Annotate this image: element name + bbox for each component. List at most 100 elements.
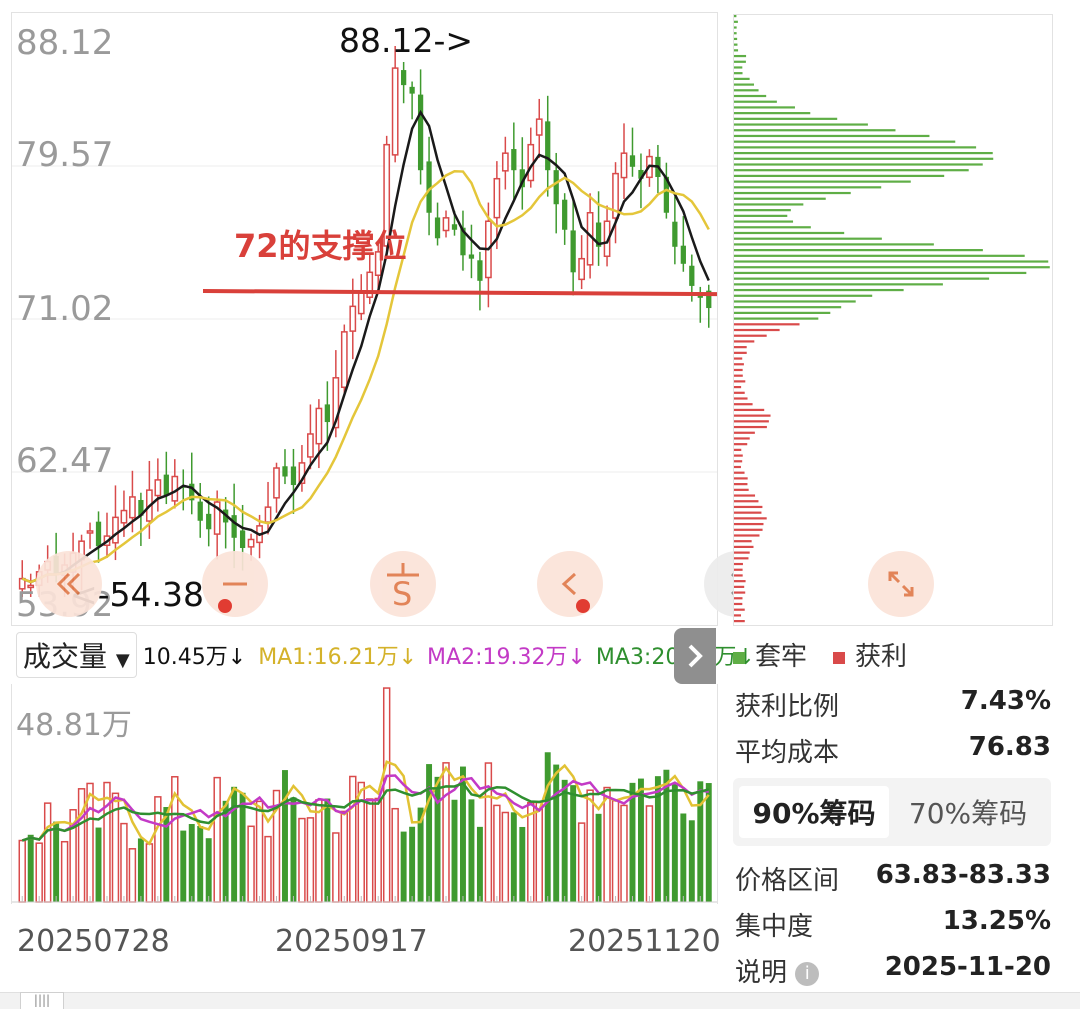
prev-button[interactable] bbox=[537, 551, 603, 617]
candle bbox=[595, 222, 602, 247]
indicator-selector[interactable]: 成交量 ▼ bbox=[16, 632, 137, 678]
chip-bar bbox=[734, 620, 745, 623]
chip-bar bbox=[734, 420, 769, 423]
volume-ma2-line bbox=[21, 774, 709, 842]
chip-bar bbox=[734, 77, 750, 80]
kline-chart-panel[interactable]: 88.12 79.57 71.02 62.47 53.92 88.12-> <-… bbox=[11, 12, 770, 626]
volume-bar bbox=[27, 834, 34, 902]
chip-bar bbox=[734, 243, 934, 246]
expand-indicator-button[interactable] bbox=[674, 628, 716, 684]
volume-ma3-line bbox=[21, 781, 710, 842]
candle bbox=[477, 260, 483, 281]
dropdown-triangle-icon: ▼ bbox=[115, 650, 130, 671]
chip-bar bbox=[734, 368, 743, 372]
candle bbox=[86, 530, 94, 534]
volume-bar bbox=[53, 821, 60, 902]
stat-concentration: 集中度 13.25% bbox=[735, 906, 1051, 943]
price-label-4: 62.47 bbox=[16, 441, 114, 481]
volume-ma2: MA2:19.32万↓ bbox=[427, 645, 586, 670]
stat-value: 76.83 bbox=[968, 732, 1051, 762]
candle bbox=[697, 295, 703, 298]
ma-line-short bbox=[21, 109, 710, 584]
chip-bar bbox=[734, 477, 748, 480]
fullscreen-button[interactable] bbox=[868, 551, 934, 617]
candle bbox=[206, 513, 212, 530]
volume-chart[interactable] bbox=[12, 684, 717, 904]
chip-bar bbox=[734, 191, 851, 195]
volume-bar bbox=[374, 797, 382, 903]
candle bbox=[672, 221, 678, 247]
chip-bar bbox=[734, 414, 771, 417]
chip-bar bbox=[734, 226, 811, 229]
tab-70-percent[interactable]: 70%筹码 bbox=[908, 797, 1028, 830]
chip-bar bbox=[734, 500, 759, 503]
volume-bar bbox=[603, 786, 611, 903]
volume-bar bbox=[128, 848, 137, 903]
volume-bar bbox=[527, 801, 535, 903]
legend-trapped: 套牢 bbox=[733, 636, 807, 673]
chip-bar bbox=[734, 237, 882, 240]
chip-bar bbox=[734, 494, 756, 497]
chip-bar bbox=[734, 340, 755, 343]
candle bbox=[357, 291, 365, 315]
volume-bar bbox=[484, 762, 493, 903]
candle bbox=[231, 515, 237, 538]
volume-bar bbox=[103, 781, 111, 903]
volume-bar bbox=[663, 769, 670, 902]
volume-bar bbox=[468, 799, 475, 902]
volume-bar bbox=[654, 776, 661, 902]
candle bbox=[460, 227, 466, 256]
volume-bar bbox=[688, 820, 695, 902]
volume-chart-panel[interactable]: 48.81万 bbox=[11, 684, 718, 904]
volume-bar bbox=[180, 830, 187, 902]
chip-bar bbox=[734, 597, 743, 600]
volume-bar bbox=[434, 776, 441, 902]
chip-bar bbox=[734, 72, 743, 75]
volume-bar bbox=[611, 799, 620, 903]
candle bbox=[366, 271, 374, 298]
chip-bar bbox=[734, 94, 767, 98]
prev-button-dot bbox=[576, 599, 590, 613]
chip-bar bbox=[734, 317, 819, 320]
candle bbox=[282, 466, 288, 477]
stat-label: 说明 i bbox=[735, 952, 820, 989]
chip-bar bbox=[734, 186, 882, 189]
drag-handle-icon[interactable]: |||| bbox=[20, 992, 64, 1009]
candle bbox=[451, 224, 458, 230]
chip-bar bbox=[734, 403, 753, 406]
chip-bar bbox=[734, 608, 745, 611]
strategy-button[interactable]: S bbox=[370, 551, 436, 617]
chip-bar bbox=[734, 209, 791, 212]
chip-bar bbox=[734, 300, 856, 303]
info-icon[interactable]: i bbox=[795, 961, 820, 986]
chip-bar bbox=[734, 163, 983, 166]
chip-bar bbox=[734, 169, 969, 172]
volume-bar bbox=[501, 811, 510, 903]
chip-bar bbox=[734, 408, 765, 412]
volume-bar bbox=[561, 779, 568, 902]
volume-bar bbox=[671, 782, 678, 902]
candle bbox=[468, 254, 475, 259]
chip-bar bbox=[734, 283, 943, 286]
chip-bar bbox=[734, 249, 983, 252]
candle bbox=[689, 265, 695, 286]
candle bbox=[706, 290, 712, 309]
candle bbox=[129, 496, 136, 519]
legend-profit: 获利 bbox=[833, 636, 907, 673]
candle bbox=[409, 86, 415, 94]
chip-percent-tabs: 90%筹码 70%筹码 bbox=[733, 778, 1051, 846]
candle bbox=[273, 467, 280, 499]
stat-price-range: 价格区间 63.83-83.33 bbox=[735, 860, 1051, 897]
candle bbox=[332, 377, 340, 429]
volume-bar bbox=[577, 822, 586, 903]
candle bbox=[501, 152, 509, 172]
minus-button[interactable] bbox=[202, 551, 268, 617]
chip-bar bbox=[734, 306, 842, 309]
tab-90-percent[interactable]: 90%筹码 bbox=[739, 786, 889, 838]
chip-bar bbox=[734, 311, 831, 314]
kline-chart[interactable] bbox=[12, 13, 717, 625]
double-left-button[interactable] bbox=[36, 551, 102, 617]
chip-bar bbox=[734, 15, 737, 18]
volume-bar bbox=[188, 824, 195, 902]
volume-bar bbox=[595, 813, 602, 902]
